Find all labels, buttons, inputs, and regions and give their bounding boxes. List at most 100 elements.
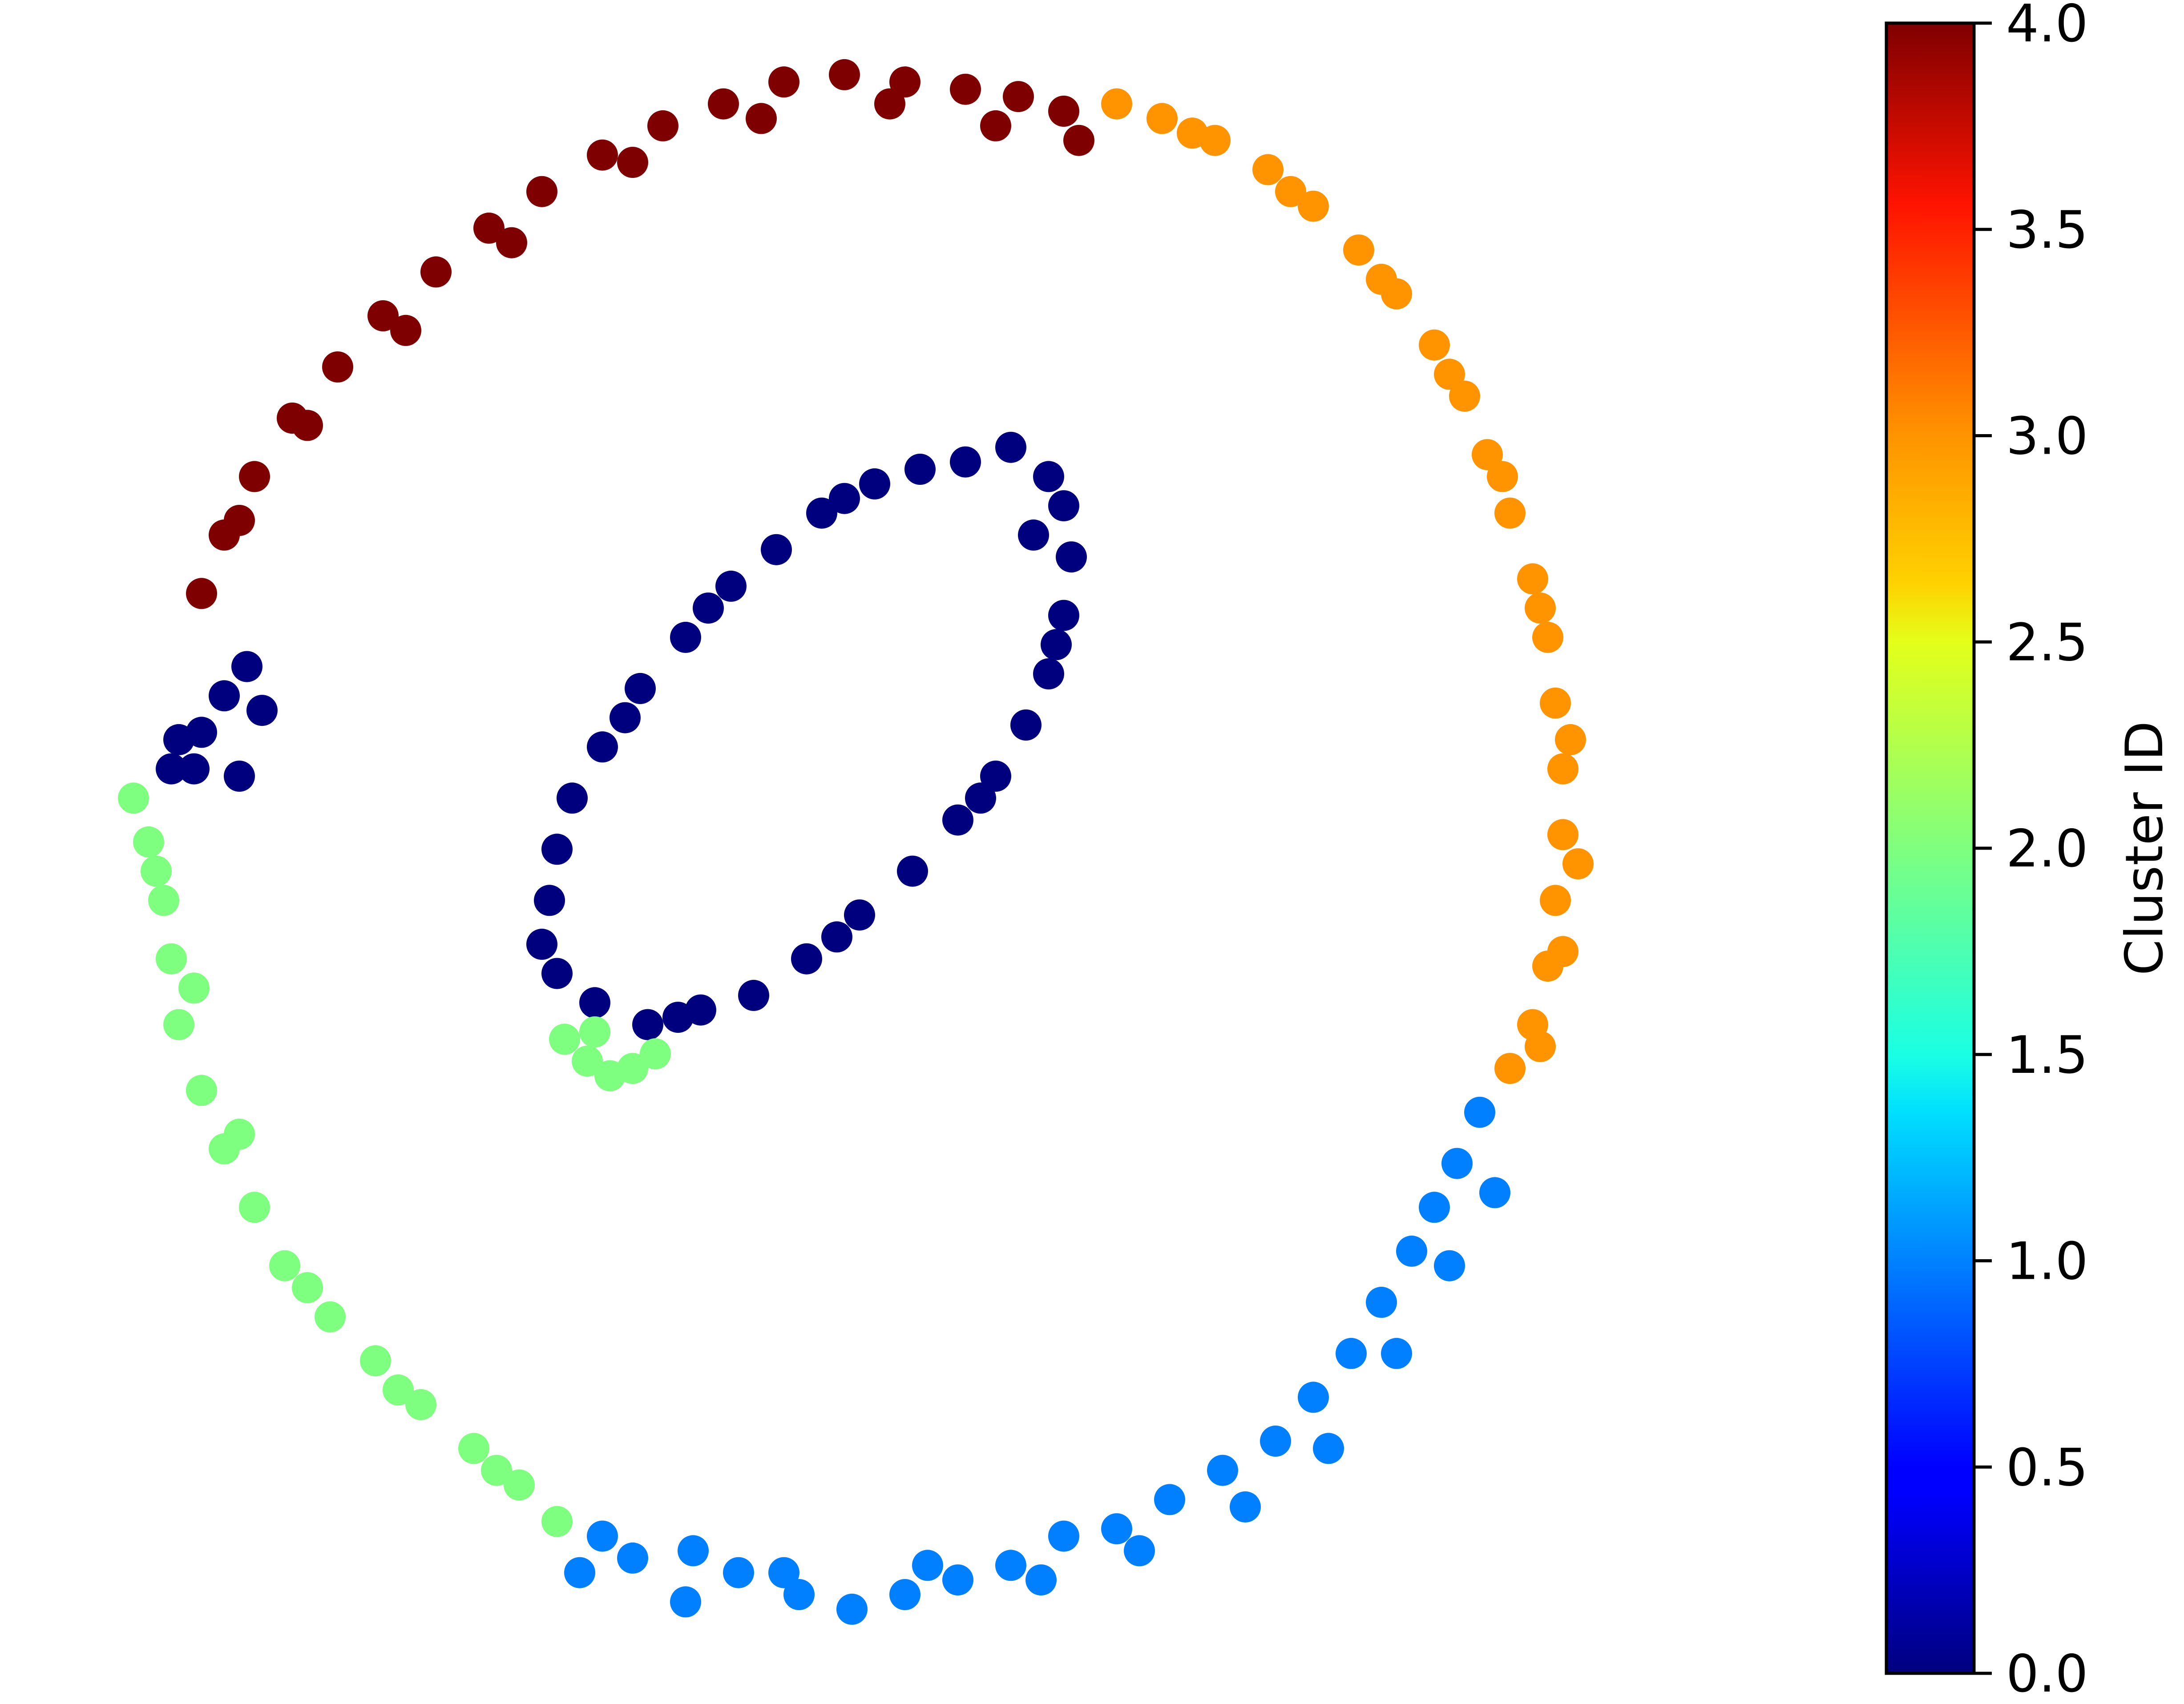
colorbar-tick-label: 1.0 bbox=[2006, 1232, 2088, 1292]
cluster-4-point bbox=[473, 212, 505, 244]
cluster-4-point bbox=[526, 176, 557, 207]
colorbar: 0.0 0.5 1.0 1.5 2.0 2.5 3.0 3.5 4.0 Cluster ID bbox=[1885, 0, 2175, 1704]
cluster-3-point bbox=[1494, 497, 1526, 529]
cluster-2-point bbox=[156, 943, 187, 975]
colorbar-tick-label: 3.5 bbox=[2006, 200, 2088, 260]
cluster-1-point bbox=[1366, 1286, 1397, 1318]
cluster-3-point bbox=[1275, 176, 1306, 207]
cluster-0-point bbox=[904, 454, 936, 485]
cluster-0-point bbox=[844, 899, 875, 931]
cluster-0-point bbox=[1010, 709, 1042, 741]
colorbar-tick-label: 2.0 bbox=[2006, 819, 2088, 879]
cluster-3-point bbox=[1487, 461, 1518, 492]
cluster-1-point bbox=[1048, 1520, 1079, 1552]
cluster-2-point bbox=[224, 1119, 255, 1150]
cluster-2-point bbox=[383, 1374, 414, 1406]
cluster-4-point bbox=[1048, 96, 1079, 127]
cluster-0-point bbox=[1056, 541, 1087, 573]
cluster-4-point bbox=[587, 139, 618, 171]
cluster-0-point bbox=[670, 621, 701, 653]
cluster-0-point bbox=[156, 753, 187, 785]
cluster-4-point bbox=[980, 110, 1011, 141]
cluster-4-point bbox=[950, 73, 981, 105]
cluster-2-point bbox=[579, 1016, 610, 1047]
cluster-4-point bbox=[874, 88, 905, 120]
cluster-0-point bbox=[541, 834, 573, 865]
cluster-1-point bbox=[889, 1579, 920, 1610]
cluster-4-point bbox=[390, 314, 421, 346]
cluster-0-point bbox=[231, 651, 262, 682]
cluster-0-point bbox=[965, 782, 996, 814]
cluster-2-point bbox=[269, 1250, 300, 1281]
cluster-0-point bbox=[761, 534, 792, 565]
cluster-1-point bbox=[670, 1586, 701, 1618]
cluster-3-point bbox=[1547, 936, 1578, 967]
cluster-1-point bbox=[1441, 1148, 1473, 1179]
cluster-4-point bbox=[420, 256, 452, 288]
cluster-0-point bbox=[897, 855, 928, 887]
cluster-0-point bbox=[980, 761, 1011, 792]
cluster-3-point bbox=[1525, 592, 1556, 624]
cluster-4-point bbox=[367, 300, 399, 331]
cluster-4-point bbox=[186, 578, 217, 609]
cluster-4-point bbox=[746, 103, 777, 134]
cluster-2-point bbox=[315, 1301, 346, 1333]
cluster-3-point bbox=[1540, 885, 1571, 916]
cluster-1-point bbox=[1260, 1426, 1291, 1457]
cluster-0-point bbox=[791, 943, 822, 975]
cluster-3-point bbox=[1540, 687, 1571, 719]
scatter-points bbox=[118, 59, 1594, 1625]
cluster-0-point bbox=[1033, 658, 1064, 689]
cluster-0-point bbox=[186, 717, 217, 748]
cluster-2-point bbox=[405, 1389, 436, 1420]
cluster-0-point bbox=[829, 483, 860, 514]
cluster-1-point bbox=[587, 1520, 618, 1552]
colorbar-tick-label: 2.5 bbox=[2006, 612, 2088, 673]
cluster-0-point bbox=[224, 761, 255, 792]
cluster-2-point bbox=[360, 1345, 391, 1377]
cluster-1-point bbox=[942, 1564, 973, 1596]
colorbar-tick-label: 0.5 bbox=[2006, 1438, 2088, 1498]
cluster-0-point bbox=[693, 592, 724, 624]
cluster-3-point bbox=[1494, 1053, 1526, 1084]
cluster-1-point bbox=[1025, 1564, 1057, 1596]
cluster-0-point bbox=[715, 570, 747, 602]
cluster-0-point bbox=[632, 1009, 663, 1040]
cluster-2-point bbox=[163, 1009, 194, 1040]
cluster-2-point bbox=[292, 1272, 323, 1303]
cluster-4-point bbox=[322, 351, 353, 383]
cluster-1-point bbox=[1154, 1484, 1185, 1515]
cluster-3-point bbox=[1101, 88, 1132, 120]
cluster-3-point bbox=[1419, 329, 1450, 361]
cluster-3-point bbox=[1547, 819, 1578, 850]
colorbar-label: Cluster ID bbox=[2115, 721, 2175, 975]
cluster-2-point bbox=[572, 1045, 603, 1077]
cluster-3-point bbox=[1547, 753, 1578, 785]
cluster-1-point bbox=[1396, 1235, 1427, 1267]
cluster-0-point bbox=[526, 928, 557, 960]
cluster-3-point bbox=[1146, 103, 1178, 134]
cluster-2-point bbox=[118, 782, 149, 814]
cluster-0-point bbox=[1048, 490, 1079, 522]
cluster-2-point bbox=[458, 1433, 489, 1464]
cluster-2-point bbox=[640, 1038, 671, 1070]
cluster-2-point bbox=[541, 1506, 573, 1537]
cluster-4-point bbox=[292, 410, 323, 441]
colorbar-tick-label: 3.0 bbox=[2006, 407, 2088, 467]
cluster-1-point bbox=[1336, 1337, 1367, 1369]
cluster-1-point bbox=[768, 1557, 799, 1588]
cluster-4-point bbox=[617, 147, 648, 178]
cluster-2-point bbox=[239, 1192, 270, 1223]
cluster-2-point bbox=[178, 972, 210, 1004]
cluster-0-point bbox=[246, 695, 278, 726]
cluster-1-point bbox=[1464, 1096, 1495, 1128]
cluster-0-point bbox=[821, 921, 852, 953]
cluster-1-point bbox=[836, 1593, 868, 1625]
cluster-3-point bbox=[1449, 380, 1480, 412]
colorbar-gradient bbox=[1885, 21, 1976, 1675]
cluster-0-point bbox=[625, 673, 656, 704]
cluster-3-point bbox=[1562, 848, 1594, 880]
cluster-0-point bbox=[587, 731, 618, 763]
cluster-1-point bbox=[1230, 1491, 1261, 1523]
